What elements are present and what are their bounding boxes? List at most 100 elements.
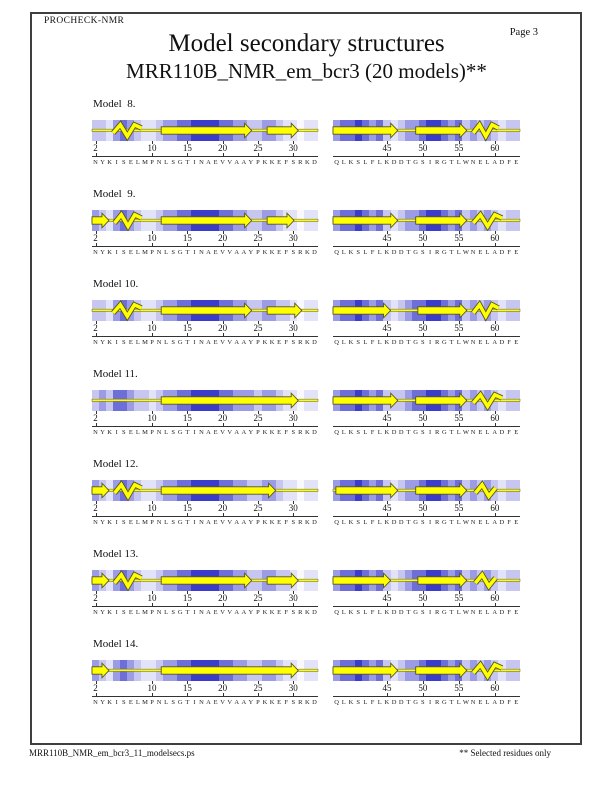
ruler-tick [222, 243, 224, 246]
model-label: Model 13. [93, 548, 139, 560]
axis-tick-label: 55 [454, 683, 464, 693]
sequence-letter: S [356, 338, 360, 346]
sequence-letter: S [291, 248, 296, 256]
sequence-letter: V [220, 338, 225, 346]
sequence-letter: D [312, 248, 317, 256]
ruler-tick [95, 243, 97, 246]
sequence-letter: V [220, 428, 225, 436]
sequence-letter: K [305, 428, 310, 436]
axis-tick [222, 591, 224, 594]
ruler-tick [293, 603, 295, 606]
sequence-letter: L [377, 428, 382, 436]
axis-tick-label: 60 [490, 323, 500, 333]
helix-squiggle [111, 301, 143, 320]
axis-ruler [333, 156, 520, 157]
axis-tick-label: 15 [182, 683, 192, 693]
axis-tick-label: 45 [382, 323, 392, 333]
axis-tick [257, 321, 259, 324]
axis-tick [187, 501, 189, 504]
structure-band [332, 210, 521, 232]
structure-svg [332, 480, 521, 501]
sequence-letter: N [470, 248, 476, 256]
axis-tick-label: 10 [147, 233, 157, 243]
sequence-letter: F [507, 248, 511, 256]
axis-tick [95, 141, 97, 144]
beta-strand-arrow [160, 122, 253, 139]
ruler-tick [152, 513, 154, 516]
beta-strand-arrow [160, 212, 253, 229]
sequence-letter: T [185, 248, 190, 256]
sequence-letter: K [305, 338, 310, 346]
sequence-letter: F [507, 698, 511, 706]
axis-tick [386, 501, 388, 504]
ruler-tick [257, 333, 259, 336]
sequence-letter: L [341, 608, 346, 616]
sequence-letter: R [298, 608, 303, 616]
app-label: PROCHECK-NMR [44, 16, 125, 26]
axis-tick-label: 15 [182, 143, 192, 153]
sequence-letter: V [227, 698, 233, 706]
structure-band [91, 210, 319, 232]
beta-strand-arrow [266, 212, 295, 229]
sequence-letter: Y [248, 428, 254, 436]
sequence-letter: V [227, 158, 233, 166]
sequence-letter: E [277, 428, 282, 436]
sequence-letter: F [370, 608, 375, 616]
sequence-letter: R [298, 428, 303, 436]
ruler-tick [458, 333, 460, 336]
axis-tick [458, 411, 460, 414]
sequence-letter: L [164, 428, 169, 436]
sequence-letter: E [514, 338, 519, 346]
sequence-letter: Q [334, 518, 339, 526]
sequence-letter: A [206, 338, 211, 346]
structure-band [332, 570, 521, 591]
sequence-letter: N [156, 608, 162, 616]
sequence-letter: I [428, 518, 432, 526]
sequence-letter: D [391, 698, 397, 706]
ruler-tick [95, 153, 97, 156]
sequence-letter: E [213, 698, 218, 706]
sequence-letter: P [256, 338, 260, 346]
axis-tick [95, 231, 97, 234]
sequence-letter: G [177, 518, 183, 526]
sequence-letter: V [220, 518, 225, 526]
axis-tick-label: 30 [288, 593, 298, 603]
axis-tick-label: 60 [490, 503, 500, 513]
axis-ruler [92, 696, 318, 697]
axis-tick-label: 45 [382, 413, 392, 423]
ruler-tick [293, 513, 295, 516]
beta-strand-arrow [160, 572, 253, 589]
ruler-tick [386, 333, 388, 336]
sequence-letter: M [142, 428, 148, 436]
sequence-letter: T [185, 158, 190, 166]
axis-tick [422, 321, 424, 324]
sequence-letter: A [241, 428, 247, 436]
sequence-letter: P [256, 698, 260, 706]
sequence-letter: R [435, 698, 440, 706]
sequence-letter: A [492, 428, 498, 436]
sequence-letter: E [128, 518, 133, 526]
axis-tick-label: 25 [253, 593, 263, 603]
sequence-letter: A [241, 698, 247, 706]
axis-tick-label: 45 [382, 503, 392, 513]
sequence-letter: L [377, 338, 382, 346]
sequence-letter: M [142, 158, 148, 166]
axis-tick-label: 15 [182, 323, 192, 333]
axis-tick [293, 141, 295, 144]
beta-strand-arrow [415, 392, 468, 409]
sequence-letter: L [135, 428, 140, 436]
axis-tick-label: 25 [253, 683, 263, 693]
sequence-letter: E [128, 428, 133, 436]
sequence-letter: S [121, 518, 126, 526]
sequence-letter: I [428, 338, 432, 346]
axis-ruler [92, 246, 318, 247]
structure-band [332, 119, 521, 142]
sequence-letter: I [115, 608, 118, 616]
sequence-letter: E [128, 248, 133, 256]
axis-ruler [333, 246, 520, 247]
ruler-tick [422, 243, 424, 246]
axis-tick [458, 231, 460, 234]
sequence-letter: K [107, 338, 112, 346]
sequence-letter: L [456, 518, 461, 526]
ruler-tick [422, 603, 424, 606]
